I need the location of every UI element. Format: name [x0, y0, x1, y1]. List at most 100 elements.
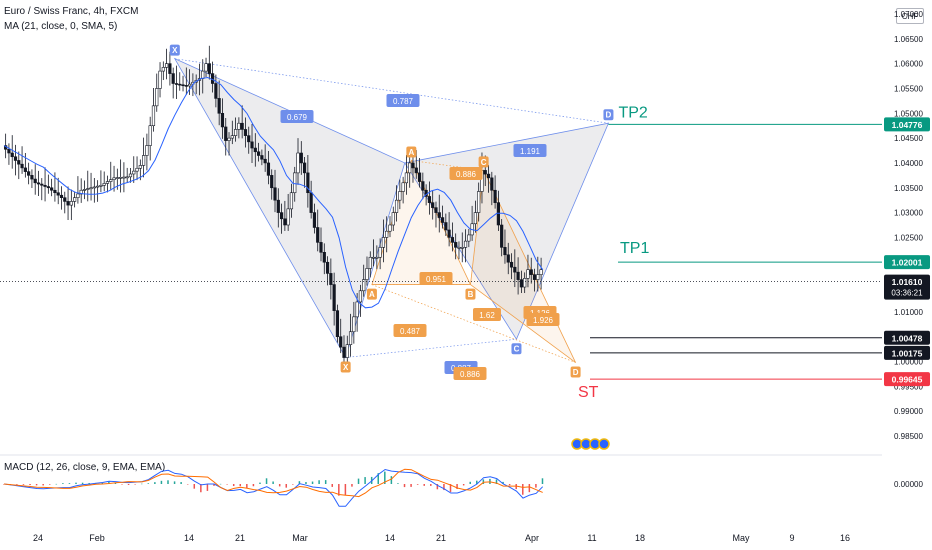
pattern-point-badge	[570, 366, 581, 378]
macd-hist-bar	[81, 482, 84, 484]
candle-body	[253, 147, 257, 153]
x-tick-label: 11	[587, 533, 596, 543]
macd-study-label[interactable]: MACD (12, 26, close, 9, EMA, EMA)	[4, 462, 166, 473]
chart-title: Euro / Swiss Franc, 4h, FXCM	[4, 6, 139, 17]
macd-hist-bar	[193, 484, 196, 489]
candle-body	[30, 175, 34, 180]
candle-body	[217, 98, 221, 114]
event-icon[interactable]	[598, 438, 610, 450]
candle-body	[457, 247, 461, 249]
pattern-point-label: X	[172, 46, 178, 55]
price-level-value: 1.00478	[892, 333, 923, 343]
candle-body	[145, 145, 149, 156]
candle-body	[309, 192, 313, 213]
price-level-value: 1.00175	[892, 348, 923, 358]
x-tick-label: 18	[635, 533, 645, 543]
candle-body	[27, 171, 31, 176]
candle-body	[112, 177, 116, 180]
candle-body	[227, 137, 231, 141]
candle-body	[148, 125, 152, 146]
macd-hist-bar	[16, 484, 18, 485]
macd-hist-bar	[35, 484, 38, 486]
macd-hist-bar	[535, 484, 537, 488]
macd-hist-bar	[88, 482, 90, 484]
candle-body	[17, 160, 21, 165]
candle-body	[142, 155, 146, 166]
pattern-point-label: C	[481, 158, 487, 167]
macd-hist-bar	[397, 483, 399, 484]
x-tick-label: 9	[789, 533, 794, 543]
candle-body	[13, 156, 18, 161]
candle-body	[398, 191, 402, 201]
macd-hist-bar	[508, 484, 511, 486]
candle-body	[335, 310, 340, 338]
ratio-value: 1.926	[533, 316, 554, 325]
candle-body	[243, 129, 248, 136]
macd-hist-bar	[462, 484, 465, 486]
candle-body	[115, 177, 119, 179]
candle-body	[355, 301, 359, 318]
candle-body	[421, 181, 425, 191]
candle-body	[417, 172, 422, 182]
candle-body	[135, 167, 139, 172]
candle-body	[316, 227, 320, 243]
candle-body	[125, 176, 129, 179]
macd-hist-bar	[541, 478, 544, 484]
candle-body	[109, 179, 113, 182]
xd-dotted	[174, 58, 609, 124]
candle-body	[151, 105, 156, 127]
macd-hist-bar	[252, 484, 255, 487]
candle-body	[450, 237, 455, 243]
candle-body	[536, 274, 540, 280]
candle-body	[375, 256, 379, 259]
last-price-value: 1.01610	[892, 277, 923, 287]
candle-body	[86, 188, 90, 190]
candle-body	[105, 181, 110, 184]
macd-hist-bar	[22, 484, 25, 485]
ratio-badge	[473, 308, 501, 321]
candle-body	[168, 63, 172, 74]
macd-hist-bar	[403, 484, 406, 488]
macd-hist-bar	[298, 481, 301, 484]
y-tick-label: 0.99500	[894, 382, 923, 391]
candle-body	[283, 218, 287, 226]
candle-body	[56, 192, 60, 196]
ma-study-label[interactable]: MA (21, close, 0, SMA, 5)	[4, 21, 118, 32]
candle-body	[263, 158, 267, 164]
price-level-tag	[884, 255, 930, 270]
x-tick-label: 21	[436, 533, 446, 543]
candle-body	[59, 194, 64, 198]
candle-body	[184, 85, 188, 87]
candle-body	[362, 279, 366, 292]
candle-body	[532, 274, 537, 280]
candle-body	[82, 189, 87, 191]
macd-hist-bar	[443, 484, 445, 491]
macd-hist-bar	[160, 480, 163, 484]
candle-body	[519, 279, 523, 288]
candle-body	[237, 122, 241, 130]
macd-hist-bar	[476, 480, 478, 484]
y-tick-label: 1.04500	[894, 134, 923, 143]
macd-hist-bar	[259, 482, 261, 484]
macd-hist-bar	[200, 484, 202, 493]
ac-dotted	[345, 338, 517, 358]
candle-body	[289, 192, 294, 210]
candle-body	[365, 268, 369, 280]
candle-body	[63, 197, 67, 202]
ratio-value: 0.787	[393, 97, 414, 106]
candle-body	[122, 176, 126, 179]
macd-hist-bar	[239, 484, 242, 487]
currency-badge[interactable]: CHF	[896, 8, 924, 24]
xab-triangle	[173, 57, 406, 359]
macd-hist-bar	[390, 476, 393, 484]
macd-hist-bar	[147, 483, 150, 484]
candle-body	[332, 284, 336, 311]
candle-body	[66, 201, 70, 206]
candle-body	[483, 170, 487, 175]
candle-body	[138, 165, 142, 169]
candle-body	[69, 201, 73, 206]
y-tick-label: 1.03500	[894, 184, 923, 193]
level-annotation: ST	[578, 384, 599, 401]
macd-hist-bar	[121, 484, 123, 485]
